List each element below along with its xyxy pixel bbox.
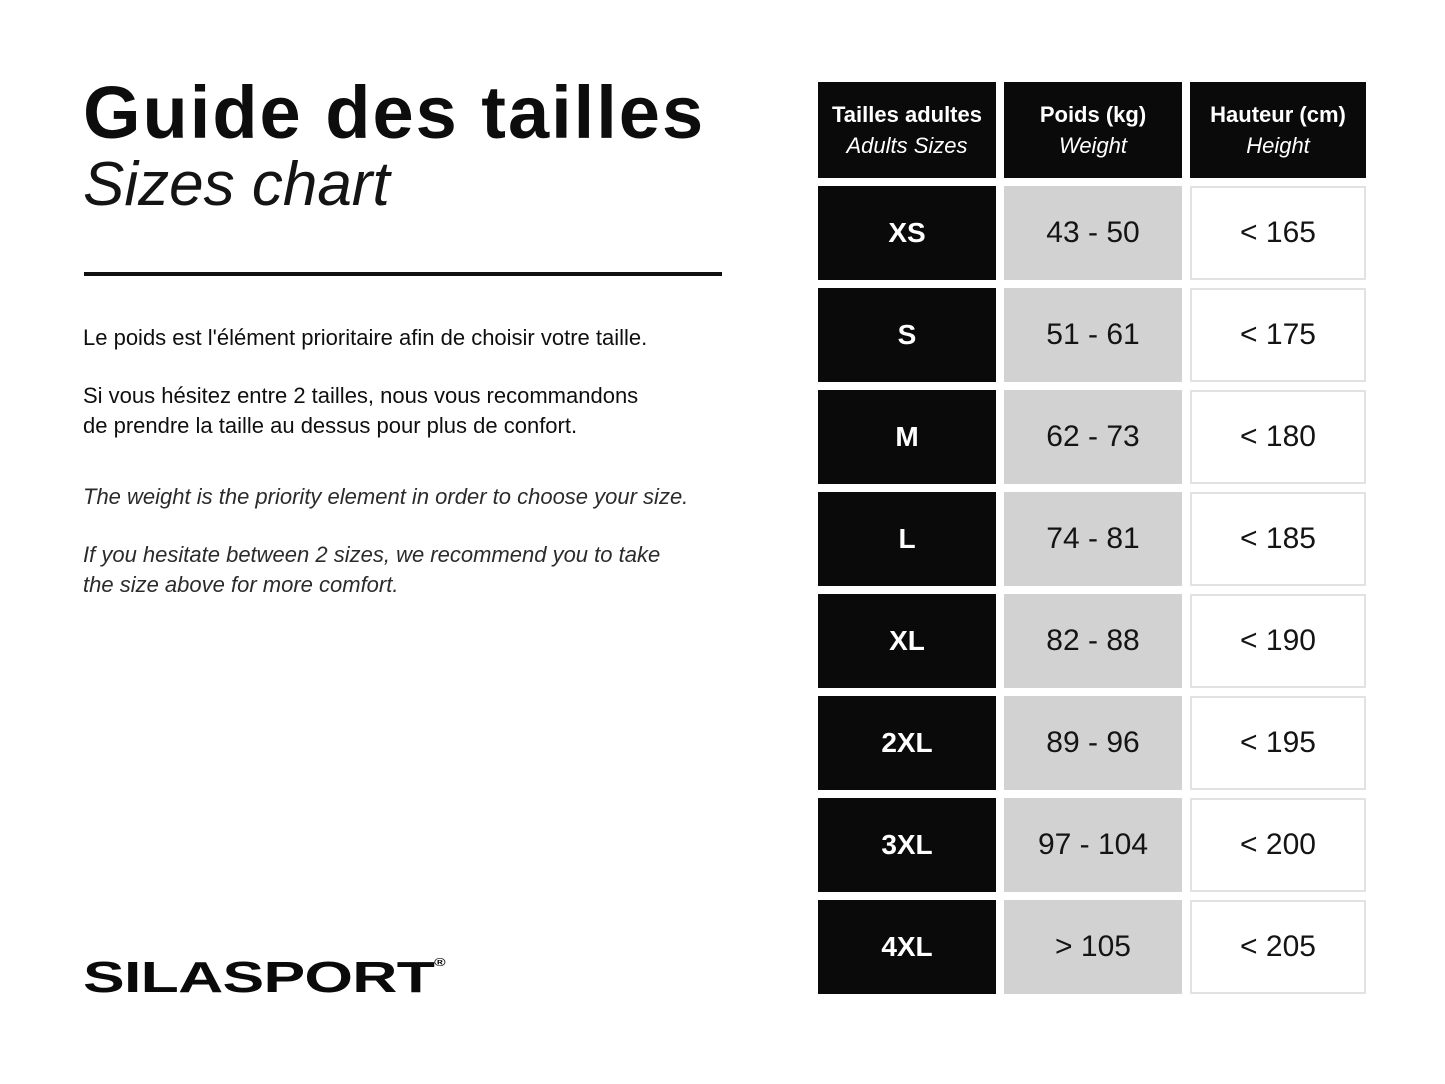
weight-cell: 82 - 88 [1004, 594, 1182, 688]
height-cell: < 200 [1190, 798, 1366, 892]
header-label-fr: Poids (kg) [1039, 102, 1147, 127]
intro-paragraph-en-1: The weight is the priority element in or… [83, 484, 689, 509]
height-cell: < 205 [1190, 900, 1366, 994]
size-cell: XL [818, 594, 996, 688]
weight-cell: 62 - 73 [1004, 390, 1182, 484]
title-divider [84, 272, 722, 276]
intro-paragraph-fr-2: Si vous hésitez entre 2 tailles, nous vo… [83, 383, 639, 438]
size-cell: M [818, 390, 996, 484]
weight-cell: 97 - 104 [1004, 798, 1182, 892]
brand-logo: SILASPORT® [83, 956, 446, 1000]
header-label-en: Weight [1058, 133, 1128, 158]
size-cell: S [818, 288, 996, 382]
intro-paragraph-fr-1: Le poids est l'élément prioritaire afin … [83, 325, 648, 350]
height-cell: < 185 [1190, 492, 1366, 586]
header-label-en: Height [1246, 133, 1310, 158]
size-cell: 3XL [818, 798, 996, 892]
size-table: Tailles adultes Adults Sizes Poids (kg) … [818, 82, 1366, 994]
size-cell: 2XL [818, 696, 996, 790]
size-cell: XS [818, 186, 996, 280]
weight-cell: 51 - 61 [1004, 288, 1182, 382]
height-cell: < 195 [1190, 696, 1366, 790]
weight-cell: 89 - 96 [1004, 696, 1182, 790]
size-cell: L [818, 492, 996, 586]
height-cell: < 165 [1190, 186, 1366, 280]
header-label-fr: Hauteur (cm) [1210, 102, 1346, 127]
weight-cell: > 105 [1004, 900, 1182, 994]
size-cell: 4XL [818, 900, 996, 994]
page-subtitle: Sizes chart [83, 150, 390, 219]
intro-paragraph-en-2: If you hesitate between 2 sizes, we reco… [83, 542, 661, 597]
header-cell-height: Hauteur (cm) Height [1190, 82, 1366, 178]
page-title: Guide des tailles [83, 71, 706, 154]
header-label-fr: Tailles adultes [832, 102, 982, 127]
registered-mark: ® [434, 957, 446, 969]
height-cell: < 190 [1190, 594, 1366, 688]
weight-cell: 43 - 50 [1004, 186, 1182, 280]
header-label-en: Adults Sizes [846, 133, 968, 158]
header-cell-weight: Poids (kg) Weight [1004, 82, 1182, 178]
height-cell: < 175 [1190, 288, 1366, 382]
brand-name: SILASPORT [83, 953, 435, 1002]
header-cell-sizes: Tailles adultes Adults Sizes [818, 82, 996, 178]
weight-cell: 74 - 81 [1004, 492, 1182, 586]
height-cell: < 180 [1190, 390, 1366, 484]
